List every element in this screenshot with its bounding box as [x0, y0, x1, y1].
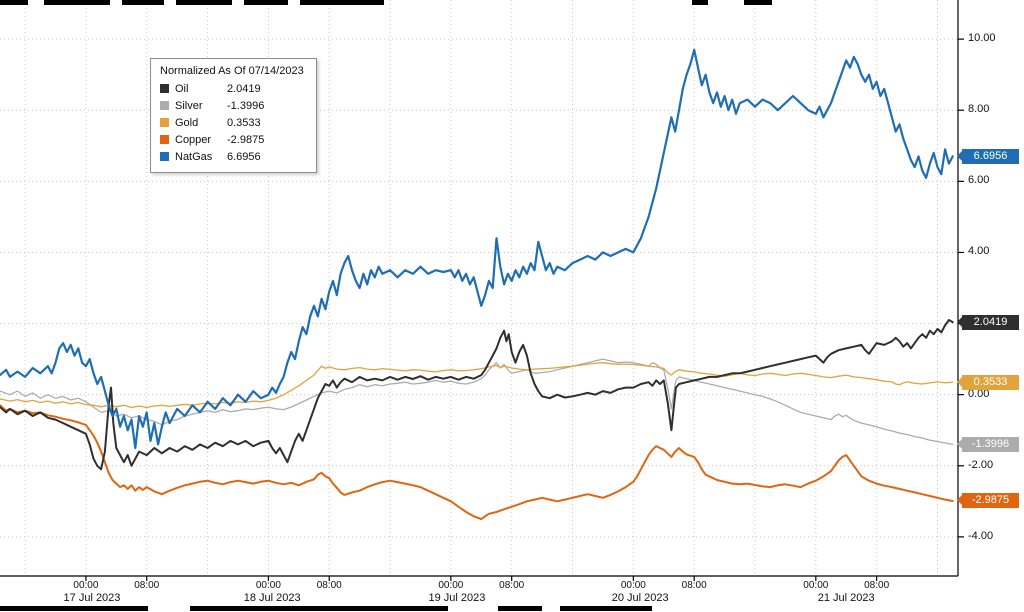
x-axis-time-label: 00:00: [73, 580, 99, 591]
legend-series-name: Oil: [175, 82, 189, 95]
cropped-text-fragment: [0, 606, 148, 611]
y-axis-tick-label: -2.00: [968, 458, 994, 471]
cropped-text-fragment: [744, 0, 772, 5]
badge-pointer-icon: [957, 438, 962, 449]
series-line-silver: [0, 358, 954, 446]
cropped-text-fragment: [244, 0, 288, 5]
cropped-text-fragment: [44, 0, 110, 5]
legend-series-name: Gold: [175, 116, 199, 129]
badge-pointer-icon: [957, 316, 962, 327]
series-line-natgas: [0, 48, 954, 450]
cropped-footer-artifact: [0, 606, 1024, 612]
x-axis-date-label: 21 Jul 2023: [817, 592, 875, 604]
series-line-gold: [0, 362, 954, 409]
oil-color-swatch: [160, 84, 169, 93]
legend-series-name: Copper: [175, 133, 212, 146]
x-axis-date-label: 17 Jul 2023: [63, 592, 121, 604]
x-axis-date-label: 18 Jul 2023: [243, 592, 301, 604]
cropped-text-fragment: [692, 0, 708, 5]
x-axis-date-label: 20 Jul 2023: [611, 592, 669, 604]
legend-series-value: 0.3533: [227, 116, 261, 129]
legend-item-silver[interactable]: Silver -1.3996: [160, 97, 304, 114]
badge-pointer-icon: [957, 150, 962, 161]
legend-series-value: -1.3996: [227, 99, 265, 112]
x-axis-time-label: 08:00: [316, 580, 342, 591]
chart-legend: Normalized As Of 07/14/2023 Oil 2.0419 S…: [150, 58, 317, 173]
cropped-text-fragment: [122, 0, 164, 5]
y-axis-tick-label: 10.00: [968, 32, 996, 45]
x-axis-time-label: 08:00: [499, 580, 525, 591]
legend-series-name: Silver: [175, 99, 203, 112]
cropped-text-fragment: [176, 0, 232, 5]
last-value-badge-oil: 2.0419: [957, 314, 1019, 330]
cropped-text-fragment: [0, 0, 28, 5]
series-line-oil: [0, 319, 954, 471]
cropped-text-fragment: [560, 606, 652, 611]
legend-series-name: NatGas: [175, 150, 213, 163]
last-value-badge-gold: 0.3533: [957, 374, 1019, 390]
last-value-badge-copper: -2.9875: [957, 493, 1019, 509]
cropped-text-fragment: [498, 606, 542, 611]
y-axis-tick-label: -4.00: [968, 529, 994, 542]
x-axis-time-label: 00:00: [438, 580, 464, 591]
y-axis-tick-label: 6.00: [968, 174, 990, 187]
x-axis-time-label: 00:00: [620, 580, 646, 591]
legend-item-oil[interactable]: Oil 2.0419: [160, 80, 304, 97]
badge-pointer-icon: [957, 495, 962, 506]
x-axis-time-label: 00:00: [803, 580, 829, 591]
series-line-copper: [0, 404, 954, 521]
x-axis-date-label: 19 Jul 2023: [428, 592, 486, 604]
cropped-text-fragment: [190, 606, 448, 611]
silver-color-swatch: [160, 101, 169, 110]
x-axis-time-label: 08:00: [864, 580, 890, 591]
last-value-badge-natgas: 6.6956: [957, 148, 1019, 164]
badge-pointer-icon: [957, 376, 962, 387]
y-axis-tick-label: 0.00: [968, 387, 990, 400]
last-value-badge-silver: -1.3996: [957, 436, 1019, 452]
y-axis-tick-label: 4.00: [968, 245, 990, 258]
y-axis-tick-label: 8.00: [968, 103, 990, 116]
x-axis-time-label: 08:00: [134, 580, 160, 591]
legend-series-value: -2.9875: [227, 133, 265, 146]
legend-title: Normalized As Of 07/14/2023: [160, 65, 304, 77]
legend-item-natgas[interactable]: NatGas 6.6956: [160, 148, 304, 165]
copper-color-swatch: [160, 135, 169, 144]
x-axis-time-label: 08:00: [681, 580, 707, 591]
x-axis-time-label: 00:00: [255, 580, 281, 591]
cropped-title-artifact: [0, 0, 1024, 6]
legend-item-copper[interactable]: Copper -2.9875: [160, 131, 304, 148]
cropped-text-fragment: [300, 0, 384, 5]
gold-color-swatch: [160, 118, 169, 127]
natgas-color-swatch: [160, 152, 169, 161]
legend-item-gold[interactable]: Gold 0.3533: [160, 114, 304, 131]
legend-series-value: 6.6956: [227, 150, 261, 163]
legend-series-value: 2.0419: [227, 82, 261, 95]
